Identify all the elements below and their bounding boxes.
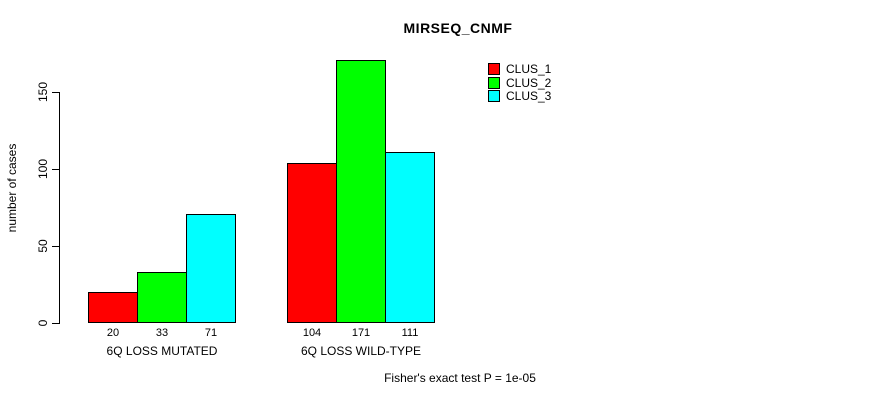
- y-tick-mark: [52, 246, 59, 247]
- category-label: 6Q LOSS MUTATED: [106, 344, 218, 358]
- bar-value-label: 20: [106, 327, 120, 339]
- fisher-test-caption: Fisher's exact test P = 1e-05: [384, 371, 536, 385]
- bar-value-label: 33: [155, 327, 169, 339]
- y-axis-line: [59, 92, 60, 324]
- bar-clus_2-1: [137, 272, 187, 323]
- y-tick-mark: [52, 169, 59, 170]
- y-axis-label: number of cases: [5, 143, 19, 233]
- category-label: 6Q LOSS WILD-TYPE: [300, 344, 422, 358]
- bar-clus_3-2: [385, 152, 435, 323]
- legend-label: CLUS_2: [506, 75, 552, 90]
- y-tick-label: 50: [36, 239, 50, 253]
- bar-value-label: 71: [204, 327, 218, 339]
- legend-swatch-icon: [488, 76, 500, 89]
- y-tick-label: 150: [36, 81, 50, 103]
- y-tick-mark: [52, 323, 59, 324]
- y-tick-label: 100: [36, 158, 50, 180]
- legend-swatch-icon: [488, 63, 500, 75]
- y-tick-label: 0: [36, 319, 50, 327]
- bar-clus_1-2: [287, 163, 337, 323]
- chart-title: MIRSEQ_CNMF: [403, 20, 513, 36]
- bar-clus_2-2: [336, 60, 386, 323]
- bar-value-label: 104: [302, 327, 322, 339]
- bar-value-label: 111: [401, 327, 419, 339]
- legend-label: CLUS_1: [506, 62, 552, 76]
- legend-label: CLUS_3: [506, 89, 552, 103]
- bar-value-label: 171: [351, 327, 371, 339]
- bar-clus_3-1: [186, 214, 236, 323]
- bar-clus_1-1: [88, 292, 138, 323]
- legend-swatch-icon: [488, 90, 500, 102]
- y-tick-mark: [52, 92, 59, 93]
